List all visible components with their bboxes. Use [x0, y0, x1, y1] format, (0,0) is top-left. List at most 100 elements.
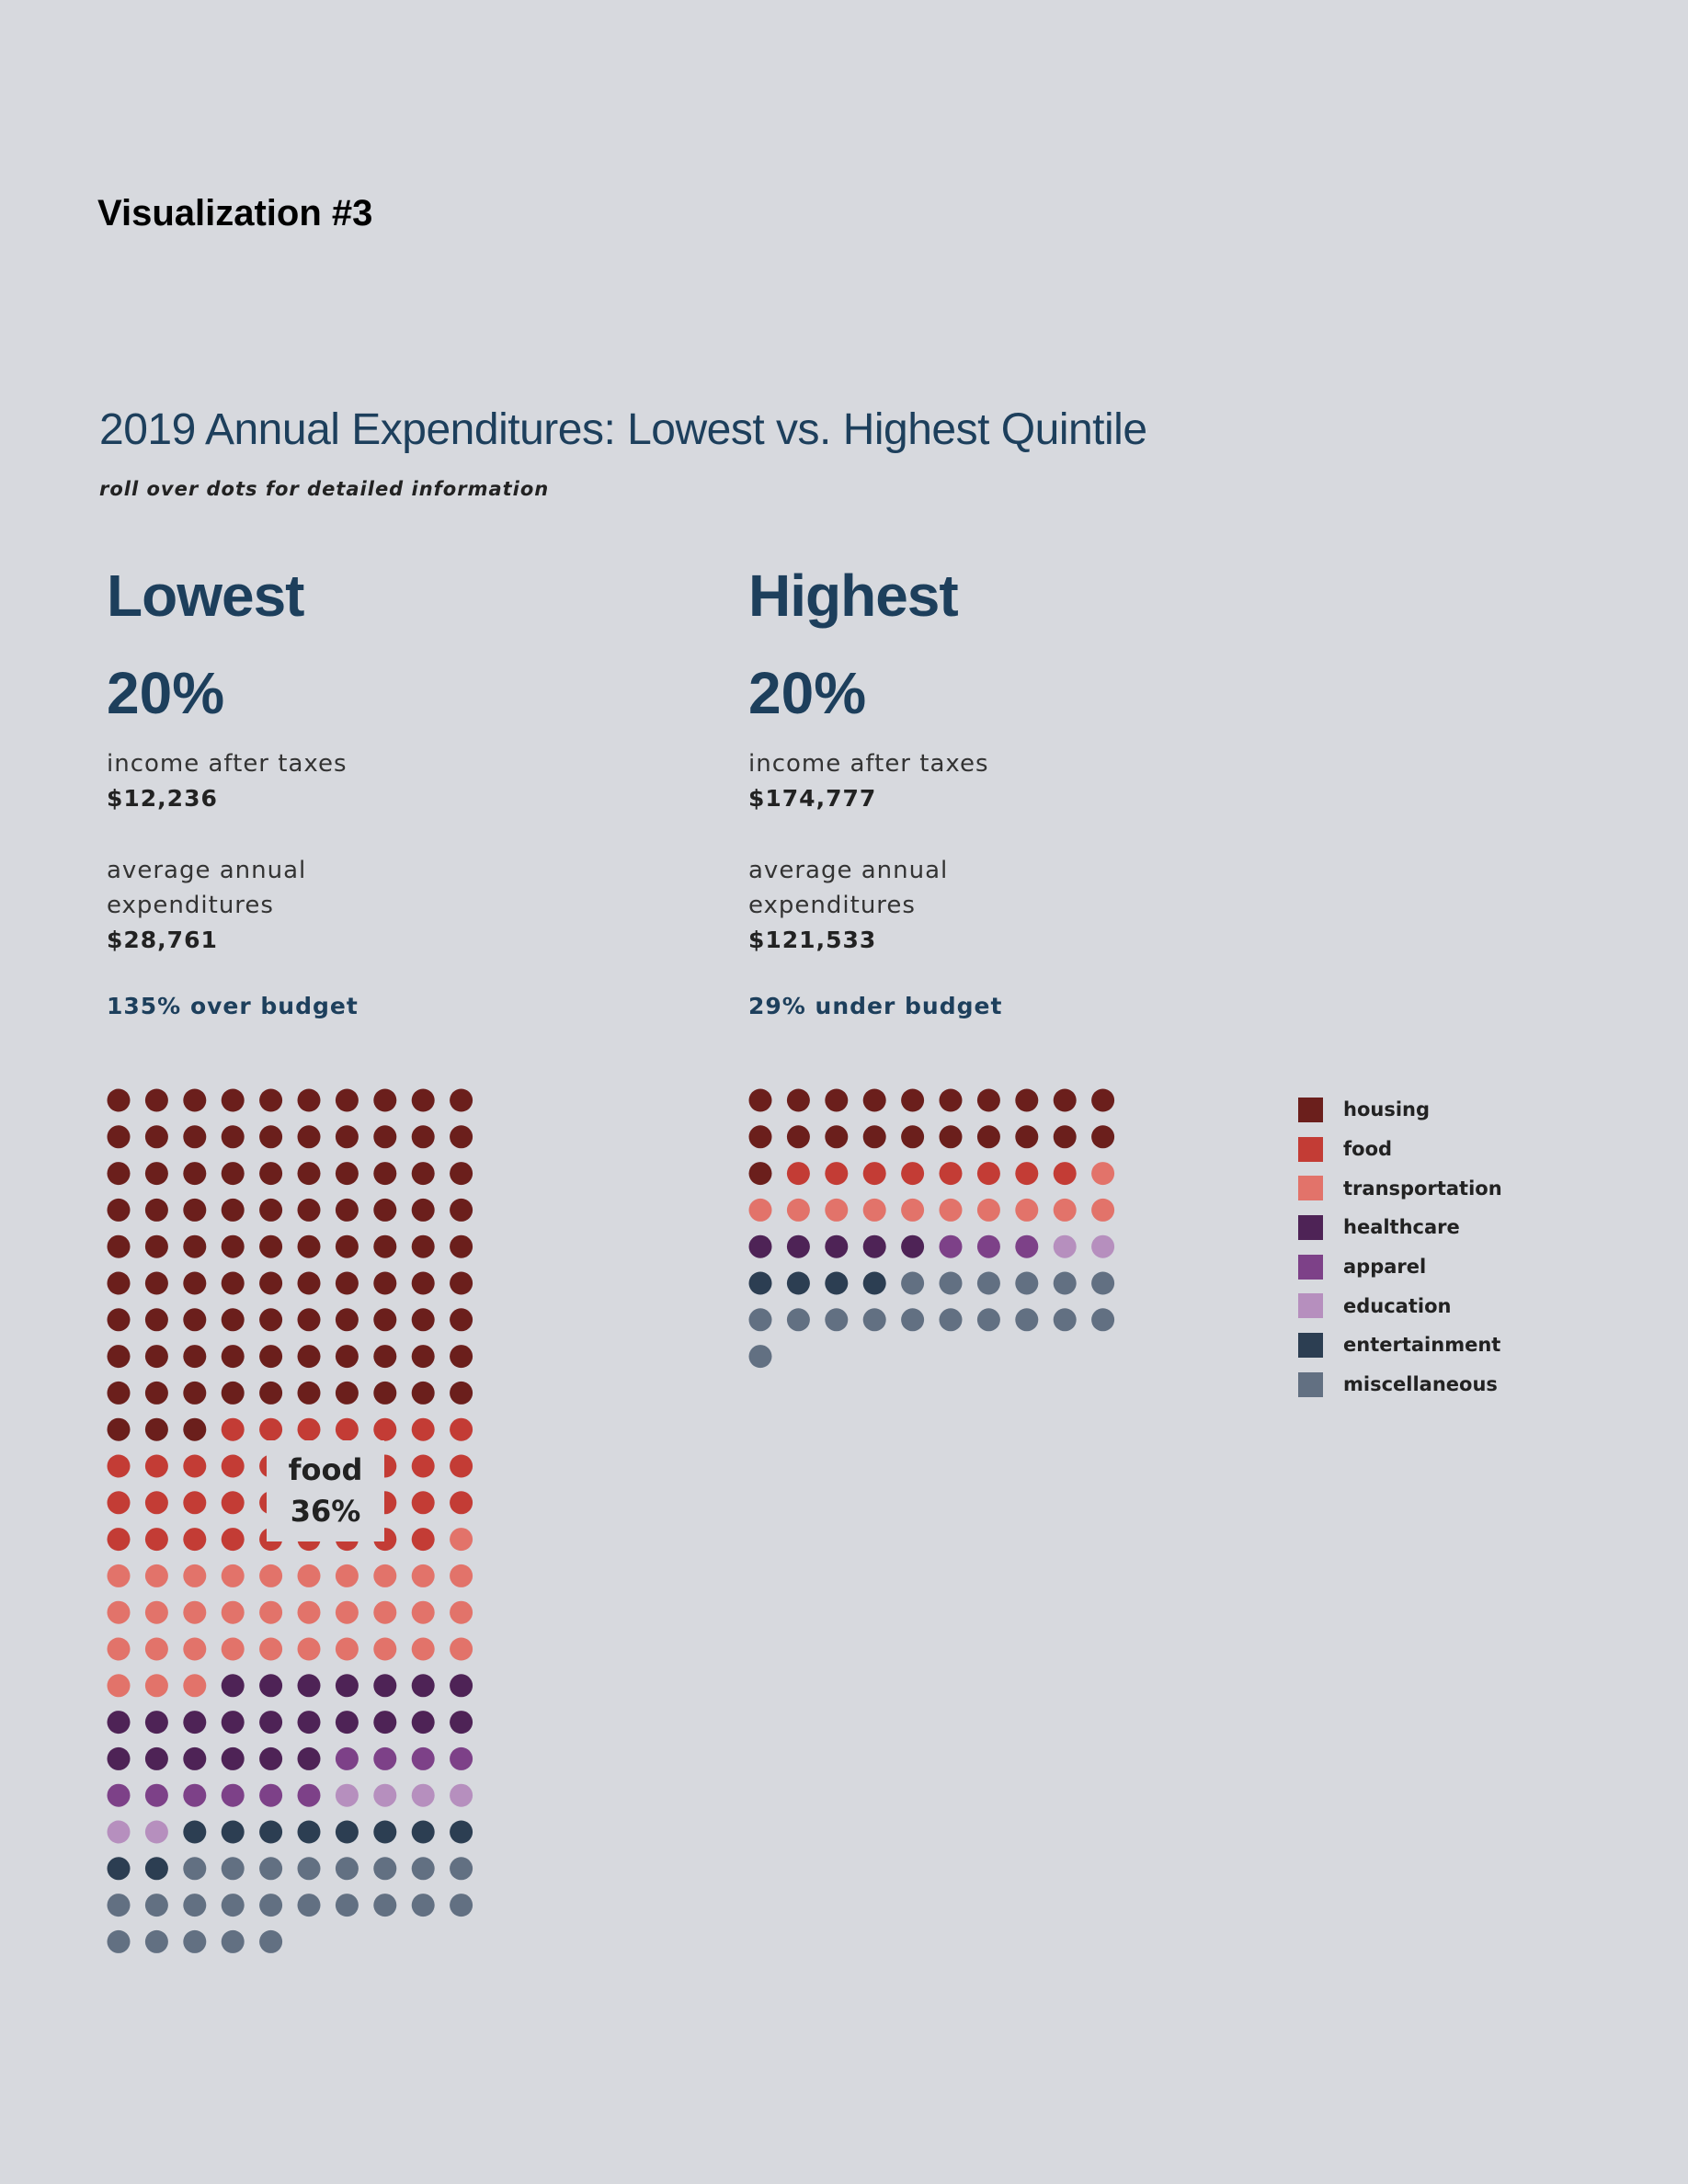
- dot-lowest-healthcare[interactable]: [183, 1711, 207, 1735]
- dot-lowest-food[interactable]: [450, 1454, 473, 1478]
- dot-lowest-housing[interactable]: [335, 1198, 359, 1222]
- dot-lowest-transportation[interactable]: [221, 1637, 245, 1661]
- dot-lowest-healthcare[interactable]: [144, 1711, 168, 1735]
- dot-lowest-food[interactable]: [450, 1417, 473, 1441]
- dot-lowest-housing[interactable]: [411, 1162, 435, 1186]
- dot-lowest-entertainment[interactable]: [221, 1820, 245, 1844]
- dot-lowest-food[interactable]: [335, 1417, 359, 1441]
- dot-lowest-housing[interactable]: [411, 1088, 435, 1112]
- dot-lowest-entertainment[interactable]: [373, 1820, 397, 1844]
- dot-lowest-housing[interactable]: [144, 1381, 168, 1405]
- dot-highest-apparel[interactable]: [1015, 1234, 1039, 1258]
- dot-lowest-housing[interactable]: [107, 1088, 131, 1112]
- dot-lowest-education[interactable]: [411, 1783, 435, 1807]
- dot-highest-miscellaneous[interactable]: [1015, 1271, 1039, 1295]
- dot-lowest-food[interactable]: [221, 1454, 245, 1478]
- dot-lowest-miscellaneous[interactable]: [221, 1929, 245, 1953]
- dot-lowest-housing[interactable]: [450, 1308, 473, 1332]
- dot-lowest-miscellaneous[interactable]: [411, 1894, 435, 1917]
- dot-lowest-housing[interactable]: [450, 1271, 473, 1295]
- dot-highest-miscellaneous[interactable]: [786, 1308, 810, 1332]
- dot-highest-food[interactable]: [901, 1162, 925, 1186]
- dot-lowest-housing[interactable]: [183, 1162, 207, 1186]
- dot-lowest-transportation[interactable]: [450, 1637, 473, 1661]
- dot-highest-entertainment[interactable]: [786, 1271, 810, 1295]
- dot-lowest-transportation[interactable]: [107, 1637, 131, 1661]
- dot-lowest-miscellaneous[interactable]: [144, 1929, 168, 1953]
- dot-highest-housing[interactable]: [1053, 1125, 1077, 1149]
- dot-lowest-transportation[interactable]: [183, 1674, 207, 1698]
- dot-lowest-apparel[interactable]: [221, 1783, 245, 1807]
- dot-lowest-housing[interactable]: [335, 1271, 359, 1295]
- dot-lowest-education[interactable]: [450, 1783, 473, 1807]
- dot-lowest-housing[interactable]: [411, 1345, 435, 1369]
- dot-lowest-entertainment[interactable]: [297, 1820, 321, 1844]
- dot-lowest-housing[interactable]: [107, 1345, 131, 1369]
- dot-lowest-apparel[interactable]: [297, 1783, 321, 1807]
- dot-lowest-entertainment[interactable]: [335, 1820, 359, 1844]
- dot-lowest-housing[interactable]: [259, 1088, 283, 1112]
- dot-lowest-healthcare[interactable]: [297, 1674, 321, 1698]
- dot-lowest-food[interactable]: [411, 1528, 435, 1552]
- dot-highest-healthcare[interactable]: [862, 1234, 886, 1258]
- dot-lowest-housing[interactable]: [373, 1234, 397, 1258]
- dot-lowest-transportation[interactable]: [144, 1674, 168, 1698]
- dot-lowest-healthcare[interactable]: [297, 1746, 321, 1770]
- dot-highest-entertainment[interactable]: [748, 1271, 772, 1295]
- dot-highest-transportation[interactable]: [939, 1198, 963, 1222]
- dot-highest-miscellaneous[interactable]: [939, 1308, 963, 1332]
- dot-lowest-housing[interactable]: [297, 1125, 321, 1149]
- dot-lowest-healthcare[interactable]: [335, 1674, 359, 1698]
- dot-lowest-food[interactable]: [411, 1491, 435, 1515]
- dot-lowest-housing[interactable]: [107, 1271, 131, 1295]
- dot-highest-education[interactable]: [1053, 1234, 1077, 1258]
- dot-lowest-healthcare[interactable]: [373, 1674, 397, 1698]
- dot-highest-housing[interactable]: [939, 1125, 963, 1149]
- dot-lowest-miscellaneous[interactable]: [411, 1857, 435, 1881]
- dot-highest-apparel[interactable]: [976, 1234, 1000, 1258]
- dot-highest-education[interactable]: [1091, 1234, 1115, 1258]
- dot-lowest-entertainment[interactable]: [183, 1820, 207, 1844]
- dot-lowest-miscellaneous[interactable]: [107, 1894, 131, 1917]
- dot-highest-food[interactable]: [976, 1162, 1000, 1186]
- dot-lowest-healthcare[interactable]: [183, 1746, 207, 1770]
- dot-highest-miscellaneous[interactable]: [1091, 1271, 1115, 1295]
- dot-lowest-housing[interactable]: [221, 1088, 245, 1112]
- dot-highest-food[interactable]: [1015, 1162, 1039, 1186]
- dot-lowest-housing[interactable]: [183, 1308, 207, 1332]
- dot-lowest-transportation[interactable]: [450, 1564, 473, 1587]
- dot-lowest-housing[interactable]: [144, 1088, 168, 1112]
- dot-lowest-transportation[interactable]: [373, 1637, 397, 1661]
- dot-lowest-housing[interactable]: [411, 1381, 435, 1405]
- dot-lowest-healthcare[interactable]: [450, 1711, 473, 1735]
- dot-lowest-transportation[interactable]: [221, 1600, 245, 1624]
- dot-lowest-miscellaneous[interactable]: [183, 1929, 207, 1953]
- dot-highest-food[interactable]: [939, 1162, 963, 1186]
- dot-lowest-entertainment[interactable]: [107, 1857, 131, 1881]
- dot-lowest-housing[interactable]: [411, 1308, 435, 1332]
- dot-lowest-entertainment[interactable]: [259, 1820, 283, 1844]
- dot-highest-housing[interactable]: [1015, 1088, 1039, 1112]
- dot-lowest-housing[interactable]: [411, 1234, 435, 1258]
- dot-highest-housing[interactable]: [862, 1088, 886, 1112]
- dot-lowest-housing[interactable]: [411, 1125, 435, 1149]
- dot-lowest-housing[interactable]: [183, 1345, 207, 1369]
- dot-highest-miscellaneous[interactable]: [748, 1308, 772, 1332]
- dot-lowest-transportation[interactable]: [107, 1600, 131, 1624]
- dot-lowest-housing[interactable]: [335, 1125, 359, 1149]
- dot-highest-entertainment[interactable]: [862, 1271, 886, 1295]
- dot-lowest-housing[interactable]: [335, 1234, 359, 1258]
- dot-highest-housing[interactable]: [901, 1125, 925, 1149]
- dot-lowest-food[interactable]: [411, 1454, 435, 1478]
- dot-highest-miscellaneous[interactable]: [1091, 1308, 1115, 1332]
- dot-highest-miscellaneous[interactable]: [825, 1308, 849, 1332]
- dot-lowest-housing[interactable]: [183, 1198, 207, 1222]
- dot-lowest-miscellaneous[interactable]: [335, 1894, 359, 1917]
- dot-lowest-transportation[interactable]: [335, 1637, 359, 1661]
- dot-lowest-transportation[interactable]: [450, 1600, 473, 1624]
- dot-lowest-transportation[interactable]: [411, 1600, 435, 1624]
- dot-highest-food[interactable]: [825, 1162, 849, 1186]
- dot-lowest-food[interactable]: [221, 1491, 245, 1515]
- dot-lowest-transportation[interactable]: [144, 1637, 168, 1661]
- dot-highest-healthcare[interactable]: [825, 1234, 849, 1258]
